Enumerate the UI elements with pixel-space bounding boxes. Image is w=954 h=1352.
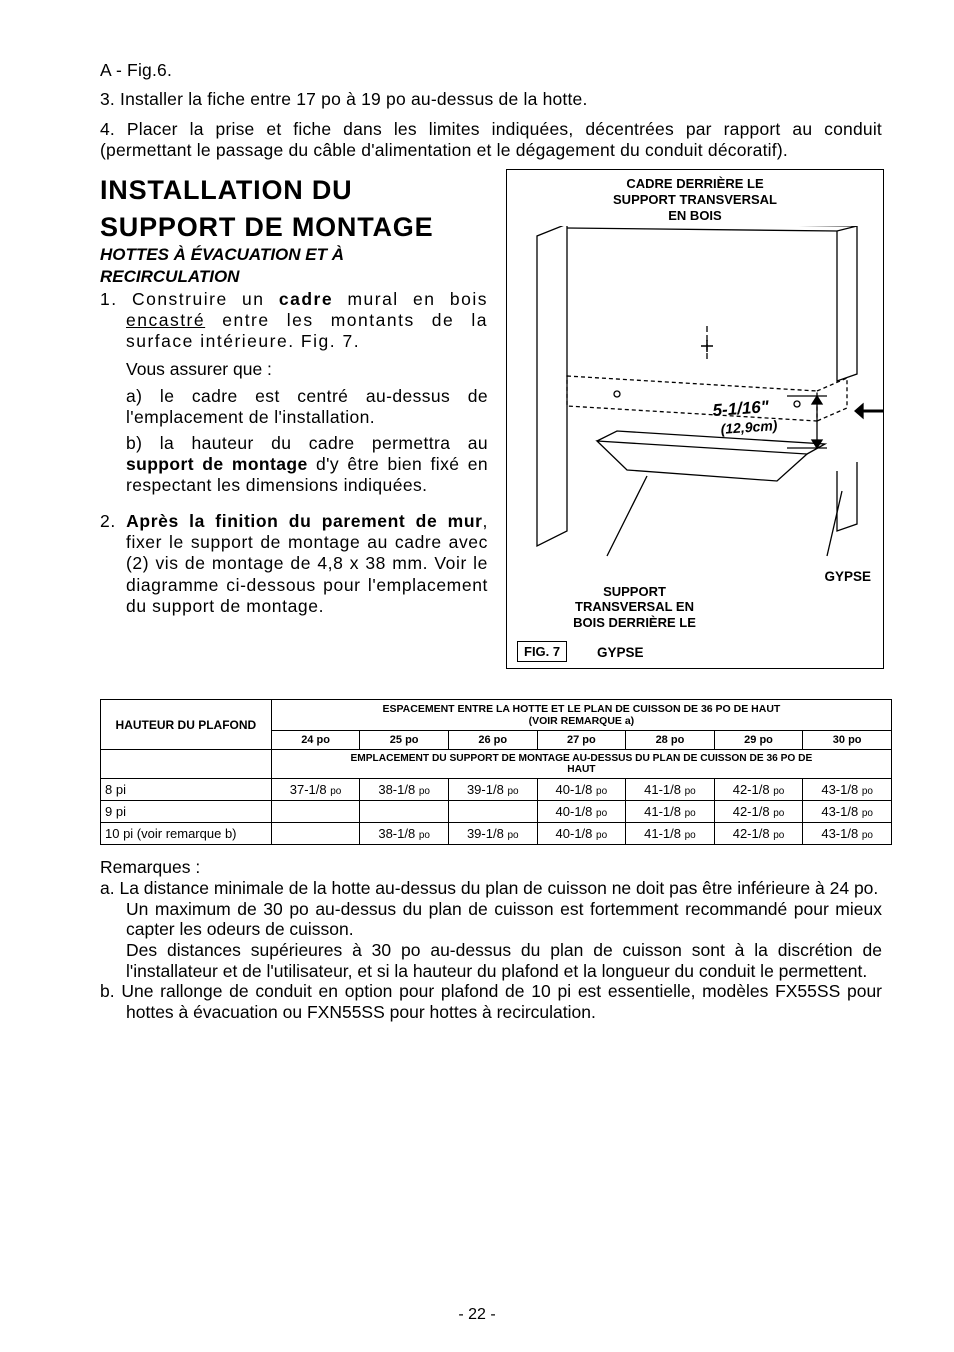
figure-top-caption: CADRE DERRIÈRE LE SUPPORT TRANSVERSAL EN… xyxy=(507,176,883,223)
step-2: 2. Après la finition du parement de mur,… xyxy=(126,511,488,618)
table-row: 10 pi (voir remarque b) 38-1/8 po 39-1/8… xyxy=(101,823,892,845)
intro-line-3: 3. Installer la fiche entre 17 po à 19 p… xyxy=(100,89,882,110)
table-row: 8 pi 37-1/8 po 38-1/8 po 39-1/8 po 40-1/… xyxy=(101,779,892,801)
cell: 43-1/8 po xyxy=(803,779,892,801)
cell: 37-1/8 po xyxy=(271,779,360,801)
table-row: 9 pi 40-1/8 po 41-1/8 po 42-1/8 po 43-1/… xyxy=(101,801,892,823)
row-label-10pi: 10 pi (voir remarque b) xyxy=(101,823,272,845)
cell-empty xyxy=(360,801,449,823)
remarque-a-l3: Des distances supérieures à 30 po au-des… xyxy=(126,940,882,981)
dim-inch: 5-1/16" xyxy=(712,397,770,420)
subheading-line1: HOTTES À ÉVACUATION ET À xyxy=(100,245,488,265)
cell: 40-1/8 po xyxy=(537,823,626,845)
row-label-8pi: 8 pi xyxy=(101,779,272,801)
step-1b: b) la hauteur du cadre permettra au supp… xyxy=(126,433,488,497)
cell: 39-1/8 po xyxy=(448,823,537,845)
emplacement-header: EMPLACEMENT DU SUPPORT DE MONTAGE AU-DES… xyxy=(271,750,891,779)
col-29: 29 po xyxy=(714,731,803,750)
col-28: 28 po xyxy=(626,731,715,750)
col-27: 27 po xyxy=(537,731,626,750)
cell: 38-1/8 po xyxy=(360,779,449,801)
cell: 39-1/8 po xyxy=(448,779,537,801)
cell: 42-1/8 po xyxy=(714,801,803,823)
row-label-9pi: 9 pi xyxy=(101,801,272,823)
figure-svg: 5-1/16" (12,9cm) xyxy=(507,226,885,566)
cell-empty xyxy=(448,801,537,823)
figure-gypse-bottom: GYPSE xyxy=(597,645,644,660)
section-title-line2: SUPPORT DE MONTAGE xyxy=(100,212,488,243)
emplacement-empty xyxy=(101,750,272,779)
table-header-top: ESPACEMENT ENTRE LA HOTTE ET LE PLAN DE … xyxy=(271,700,891,731)
cell: 43-1/8 po xyxy=(803,823,892,845)
figure-number: FIG. 7 xyxy=(517,641,567,662)
assurer: Vous assurer que : xyxy=(126,359,488,380)
col-30: 30 po xyxy=(803,731,892,750)
remarque-b: b. Une rallonge de conduit en option pou… xyxy=(126,981,882,1022)
cell: 41-1/8 po xyxy=(626,779,715,801)
table-header-left: HAUTEUR DU PLAFOND xyxy=(101,700,272,750)
figure-support-label: SUPPORT TRANSVERSAL EN BOIS DERRIÈRE LE xyxy=(557,584,712,631)
page-number: - 22 - xyxy=(0,1306,954,1324)
remarques-title: Remarques : xyxy=(100,857,882,878)
cell: 41-1/8 po xyxy=(626,801,715,823)
cell: 42-1/8 po xyxy=(714,779,803,801)
col-25: 25 po xyxy=(360,731,449,750)
step-1a: a) le cadre est centré au-dessus de l'em… xyxy=(126,386,488,429)
step-1: 1. Construire un cadre mural en bois enc… xyxy=(126,289,488,353)
spacing-table: HAUTEUR DU PLAFOND ESPACEMENT ENTRE LA H… xyxy=(100,699,892,845)
cell: 40-1/8 po xyxy=(537,779,626,801)
cell-empty xyxy=(271,823,360,845)
section-title-line1: INSTALLATION DU xyxy=(100,175,488,206)
figure-gypse-label: GYPSE xyxy=(824,569,871,584)
cell: 38-1/8 po xyxy=(360,823,449,845)
col-24: 24 po xyxy=(271,731,360,750)
col-26: 26 po xyxy=(448,731,537,750)
dim-cm: (12,9cm) xyxy=(720,417,778,437)
figure-7: CADRE DERRIÈRE LE SUPPORT TRANSVERSAL EN… xyxy=(506,169,884,669)
subheading-line2: RECIRCULATION xyxy=(100,267,488,287)
remarque-a-l2: Un maximum de 30 po au-dessus du plan de… xyxy=(126,899,882,940)
cell-empty xyxy=(271,801,360,823)
remarque-a-l1: a. La distance minimale de la hotte au-d… xyxy=(126,878,882,899)
intro-line-4: 4. Placer la prise et fiche dans les lim… xyxy=(100,119,882,162)
cell: 41-1/8 po xyxy=(626,823,715,845)
cell: 40-1/8 po xyxy=(537,801,626,823)
cell: 42-1/8 po xyxy=(714,823,803,845)
intro-line-a: A - Fig.6. xyxy=(100,60,882,81)
cell: 43-1/8 po xyxy=(803,801,892,823)
